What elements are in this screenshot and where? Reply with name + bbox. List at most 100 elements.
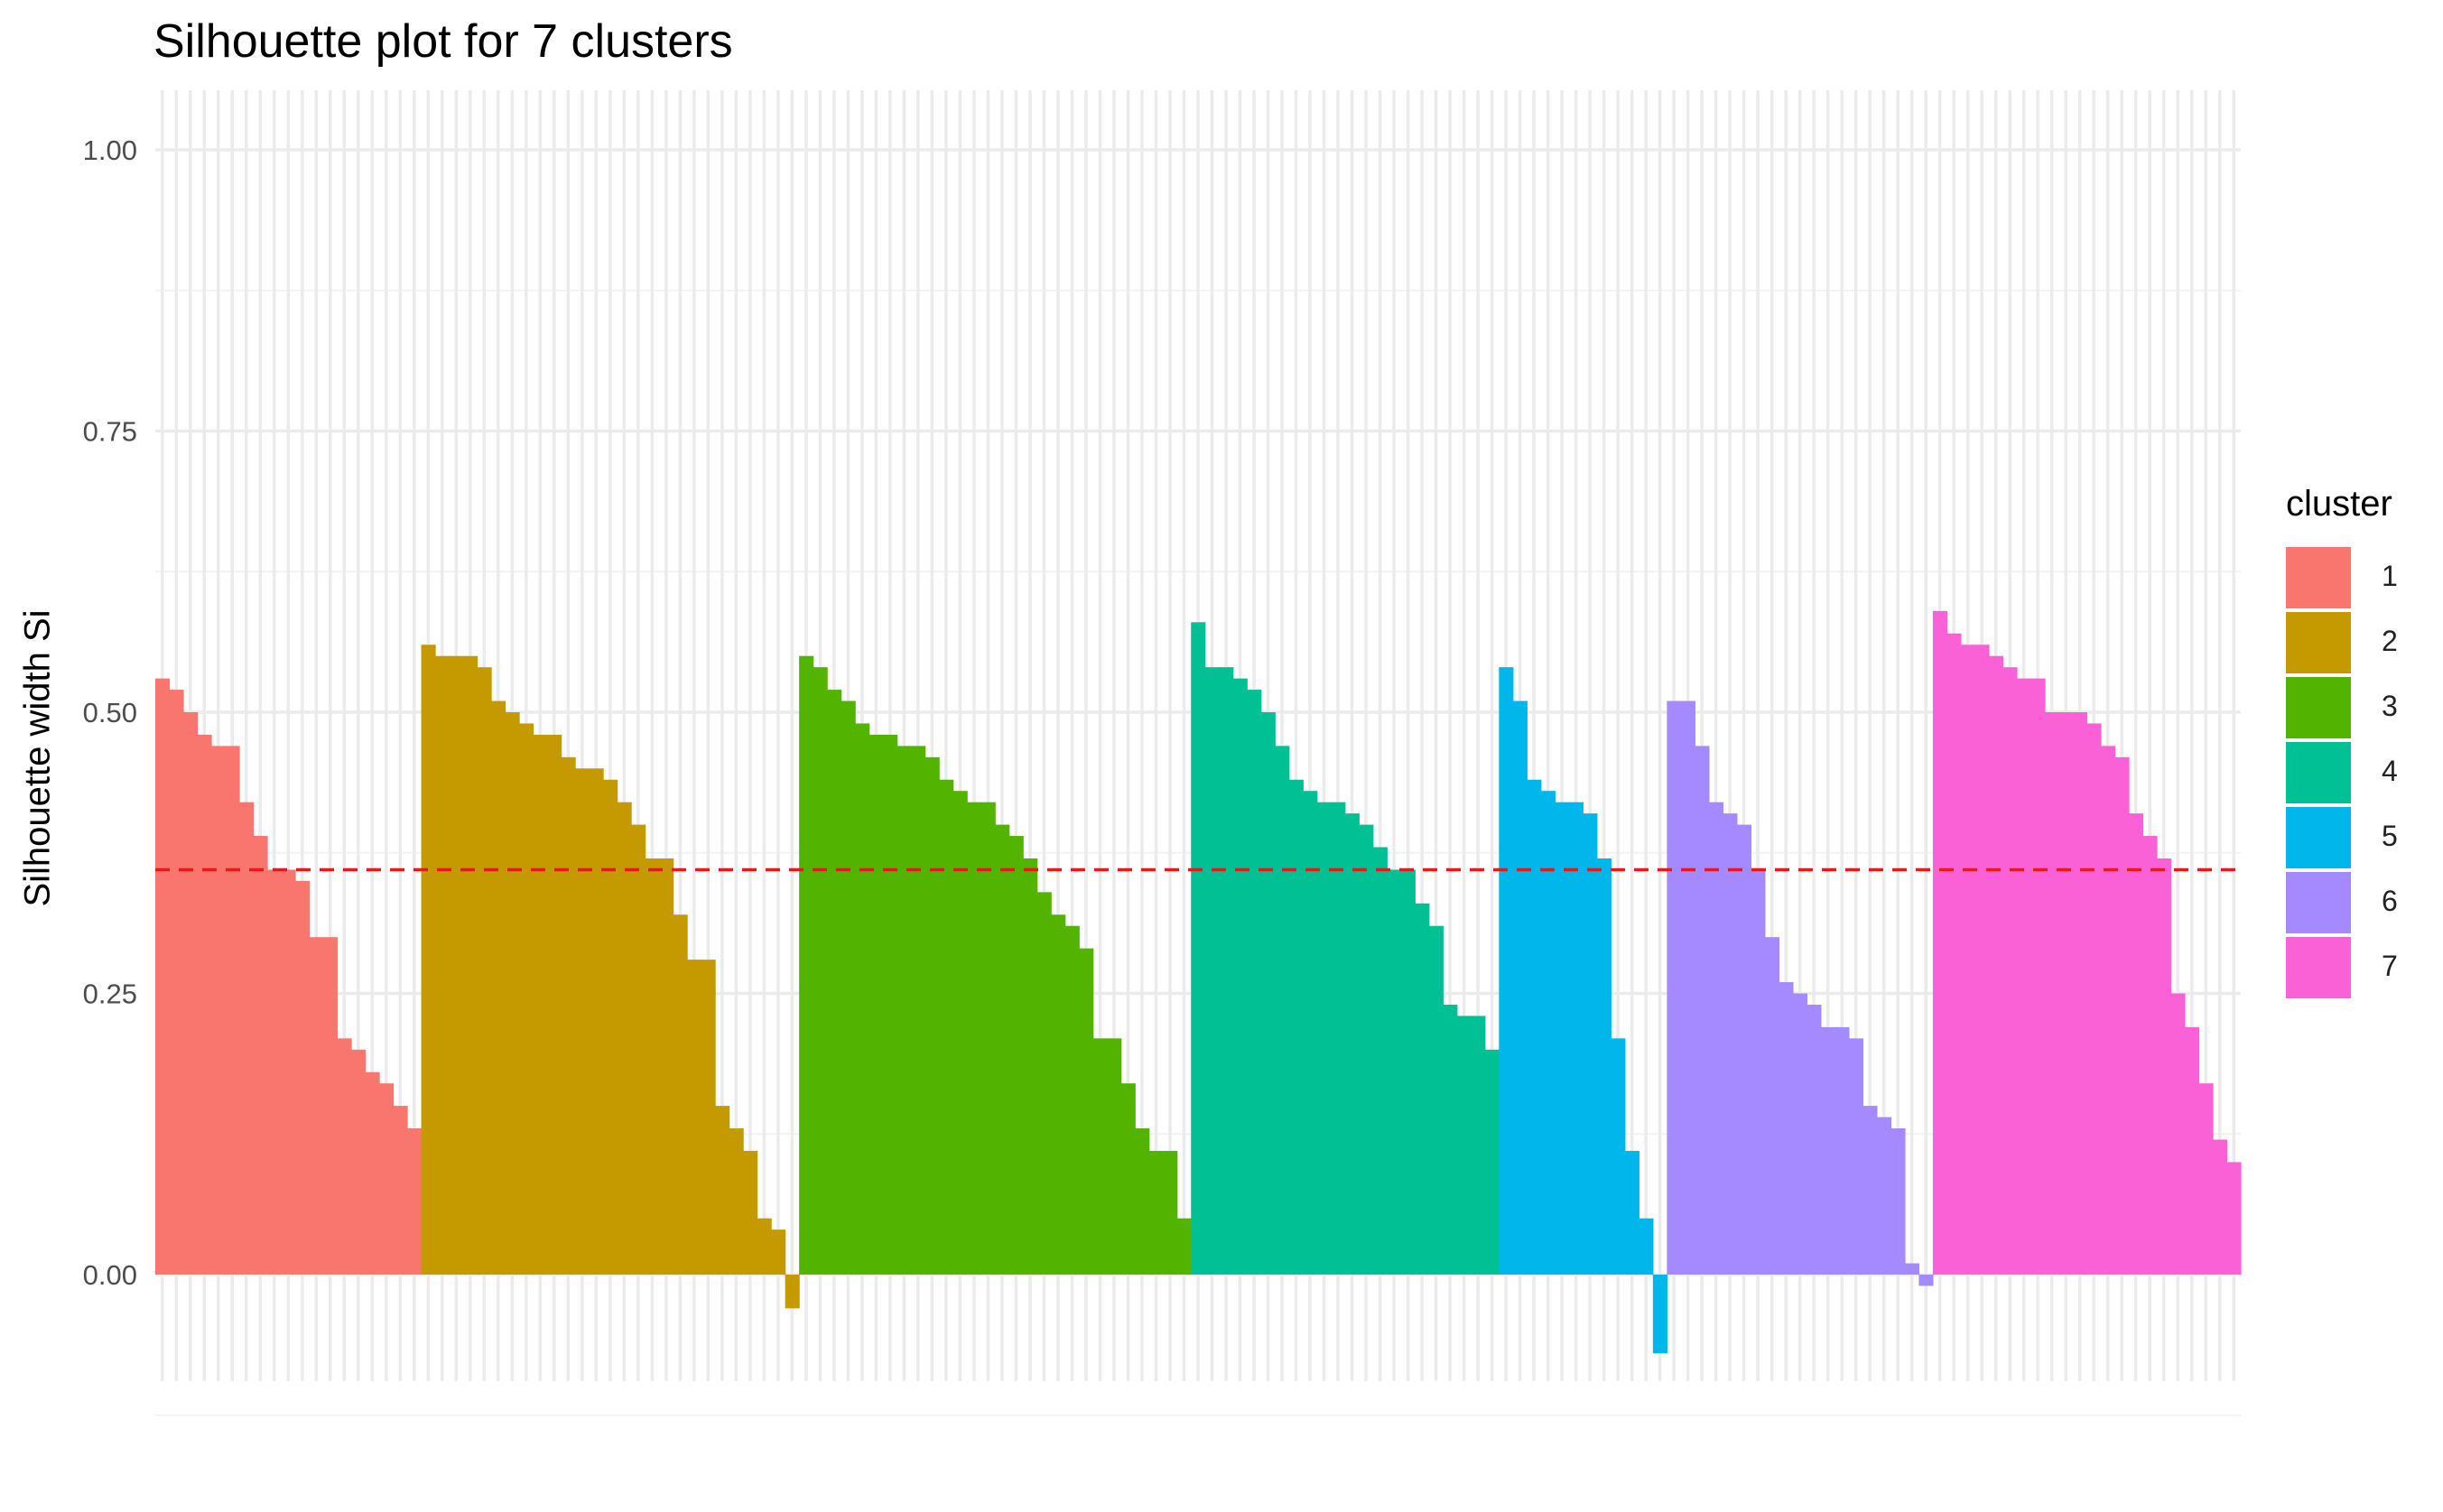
bar-cluster-7 [2100, 746, 2116, 1275]
bar-cluster-1 [295, 880, 311, 1275]
bar-cluster-5 [1611, 1038, 1626, 1275]
bar-cluster-3 [1036, 892, 1052, 1275]
bar-cluster-3 [1120, 1083, 1136, 1275]
bar-cluster-7 [2198, 1083, 2214, 1275]
bar-cluster-2 [729, 1128, 744, 1275]
bar-cluster-2 [785, 1275, 800, 1309]
y-tick-label: 0.75 [83, 416, 137, 448]
bar-cluster-2 [519, 723, 534, 1275]
bar-cluster-6 [1667, 700, 1682, 1275]
bar-cluster-3 [1176, 1218, 1192, 1275]
bar-cluster-6 [1835, 1026, 1850, 1275]
bar-cluster-4 [1260, 712, 1276, 1275]
bar-cluster-7 [2058, 712, 2074, 1275]
bar-cluster-6 [1736, 824, 1751, 1275]
bar-cluster-2 [603, 779, 618, 1275]
bar-cluster-3 [1023, 858, 1038, 1275]
bar-cluster-1 [211, 746, 227, 1275]
bar-cluster-2 [757, 1218, 772, 1275]
bar-cluster-7 [2128, 813, 2144, 1275]
bar-cluster-1 [183, 712, 199, 1275]
bar-cluster-1 [253, 836, 268, 1275]
bar-cluster-3 [896, 746, 912, 1275]
bar-cluster-4 [1191, 622, 1206, 1275]
bar-cluster-1 [407, 1128, 423, 1275]
bar-cluster-2 [687, 960, 702, 1275]
bar-cluster-6 [1807, 1004, 1822, 1275]
y-tick-label: 0.00 [83, 1259, 137, 1291]
bar-cluster-3 [995, 824, 1010, 1275]
bar-cluster-7 [2044, 712, 2060, 1275]
legend-item-4: 4 [2286, 742, 2443, 805]
bar-cluster-2 [491, 700, 506, 1275]
bar-cluster-4 [1247, 690, 1262, 1275]
bar-cluster-5 [1652, 1275, 1667, 1354]
bar-cluster-7 [2072, 712, 2088, 1275]
bar-cluster-2 [477, 667, 492, 1275]
bar-cluster-5 [1596, 858, 1612, 1275]
bar-cluster-2 [533, 734, 548, 1275]
bar-cluster-3 [1107, 1038, 1122, 1275]
bar-cluster-3 [1008, 836, 1024, 1275]
bar-cluster-1 [281, 869, 296, 1275]
bar-cluster-6 [1723, 813, 1738, 1275]
bar-cluster-2 [561, 756, 576, 1275]
legend-label-6: 6 [2382, 885, 2398, 917]
bar-cluster-3 [1092, 1038, 1108, 1275]
bar-cluster-4 [1400, 869, 1416, 1275]
bar-cluster-5 [1512, 700, 1528, 1275]
chart-title: Silhouette plot for 7 clusters [153, 15, 733, 68]
bar-cluster-6 [1708, 802, 1723, 1275]
bar-cluster-6 [1918, 1275, 1934, 1286]
bar-cluster-2 [449, 655, 464, 1275]
legend-key-6 [2286, 872, 2351, 933]
legend-item-6: 6 [2286, 872, 2443, 935]
legend-label-4: 4 [2382, 755, 2398, 787]
bar-cluster-4 [1331, 802, 1346, 1275]
bar-cluster-3 [1163, 1150, 1178, 1275]
bar-cluster-6 [1890, 1128, 1906, 1275]
legend-title: cluster [2286, 484, 2392, 524]
bar-cluster-1 [239, 802, 255, 1275]
legend-key-5 [2286, 807, 2351, 868]
bar-cluster-7 [2184, 1026, 2200, 1275]
bar-cluster-2 [743, 1150, 758, 1275]
bar-cluster-4 [1484, 1049, 1500, 1275]
legend-label-1: 1 [2382, 560, 2398, 592]
bar-cluster-6 [1820, 1026, 1836, 1275]
bar-cluster-4 [1456, 1016, 1472, 1275]
bar-cluster-4 [1428, 925, 1444, 1275]
bar-cluster-2 [631, 824, 646, 1275]
bar-cluster-7 [2156, 858, 2172, 1275]
bar-cluster-7 [1974, 645, 1990, 1275]
bar-cluster-6 [1792, 993, 1807, 1275]
bar-cluster-2 [715, 1106, 730, 1275]
bar-cluster-3 [952, 791, 968, 1275]
bar-cluster-7 [2142, 836, 2158, 1275]
bar-cluster-7 [2002, 667, 2018, 1275]
bar-cluster-1 [169, 690, 184, 1275]
bar-cluster-7 [2114, 756, 2130, 1275]
bar-cluster-3 [1079, 948, 1094, 1275]
bar-cluster-5 [1499, 667, 1514, 1275]
y-axis-label: Silhouette width Si [17, 609, 58, 907]
bars [155, 610, 2242, 1354]
bar-cluster-6 [1904, 1263, 1920, 1275]
bar-cluster-2 [771, 1229, 786, 1275]
bar-cluster-2 [421, 645, 436, 1275]
legend-label-5: 5 [2382, 820, 2398, 852]
legend-item-1: 1 [2286, 547, 2443, 610]
bar-cluster-2 [505, 712, 520, 1275]
bar-cluster-3 [967, 802, 982, 1275]
bar-cluster-4 [1232, 678, 1248, 1275]
legend-key-3 [2286, 677, 2351, 738]
bar-cluster-1 [225, 746, 240, 1275]
bar-cluster-4 [1275, 746, 1290, 1275]
bar-cluster-3 [799, 655, 814, 1275]
legend-key-7 [2286, 937, 2351, 998]
bar-cluster-4 [1344, 813, 1360, 1275]
bar-cluster-2 [659, 858, 674, 1275]
bar-cluster-7 [1960, 645, 1976, 1275]
y-tick-label: 0.25 [83, 979, 137, 1010]
